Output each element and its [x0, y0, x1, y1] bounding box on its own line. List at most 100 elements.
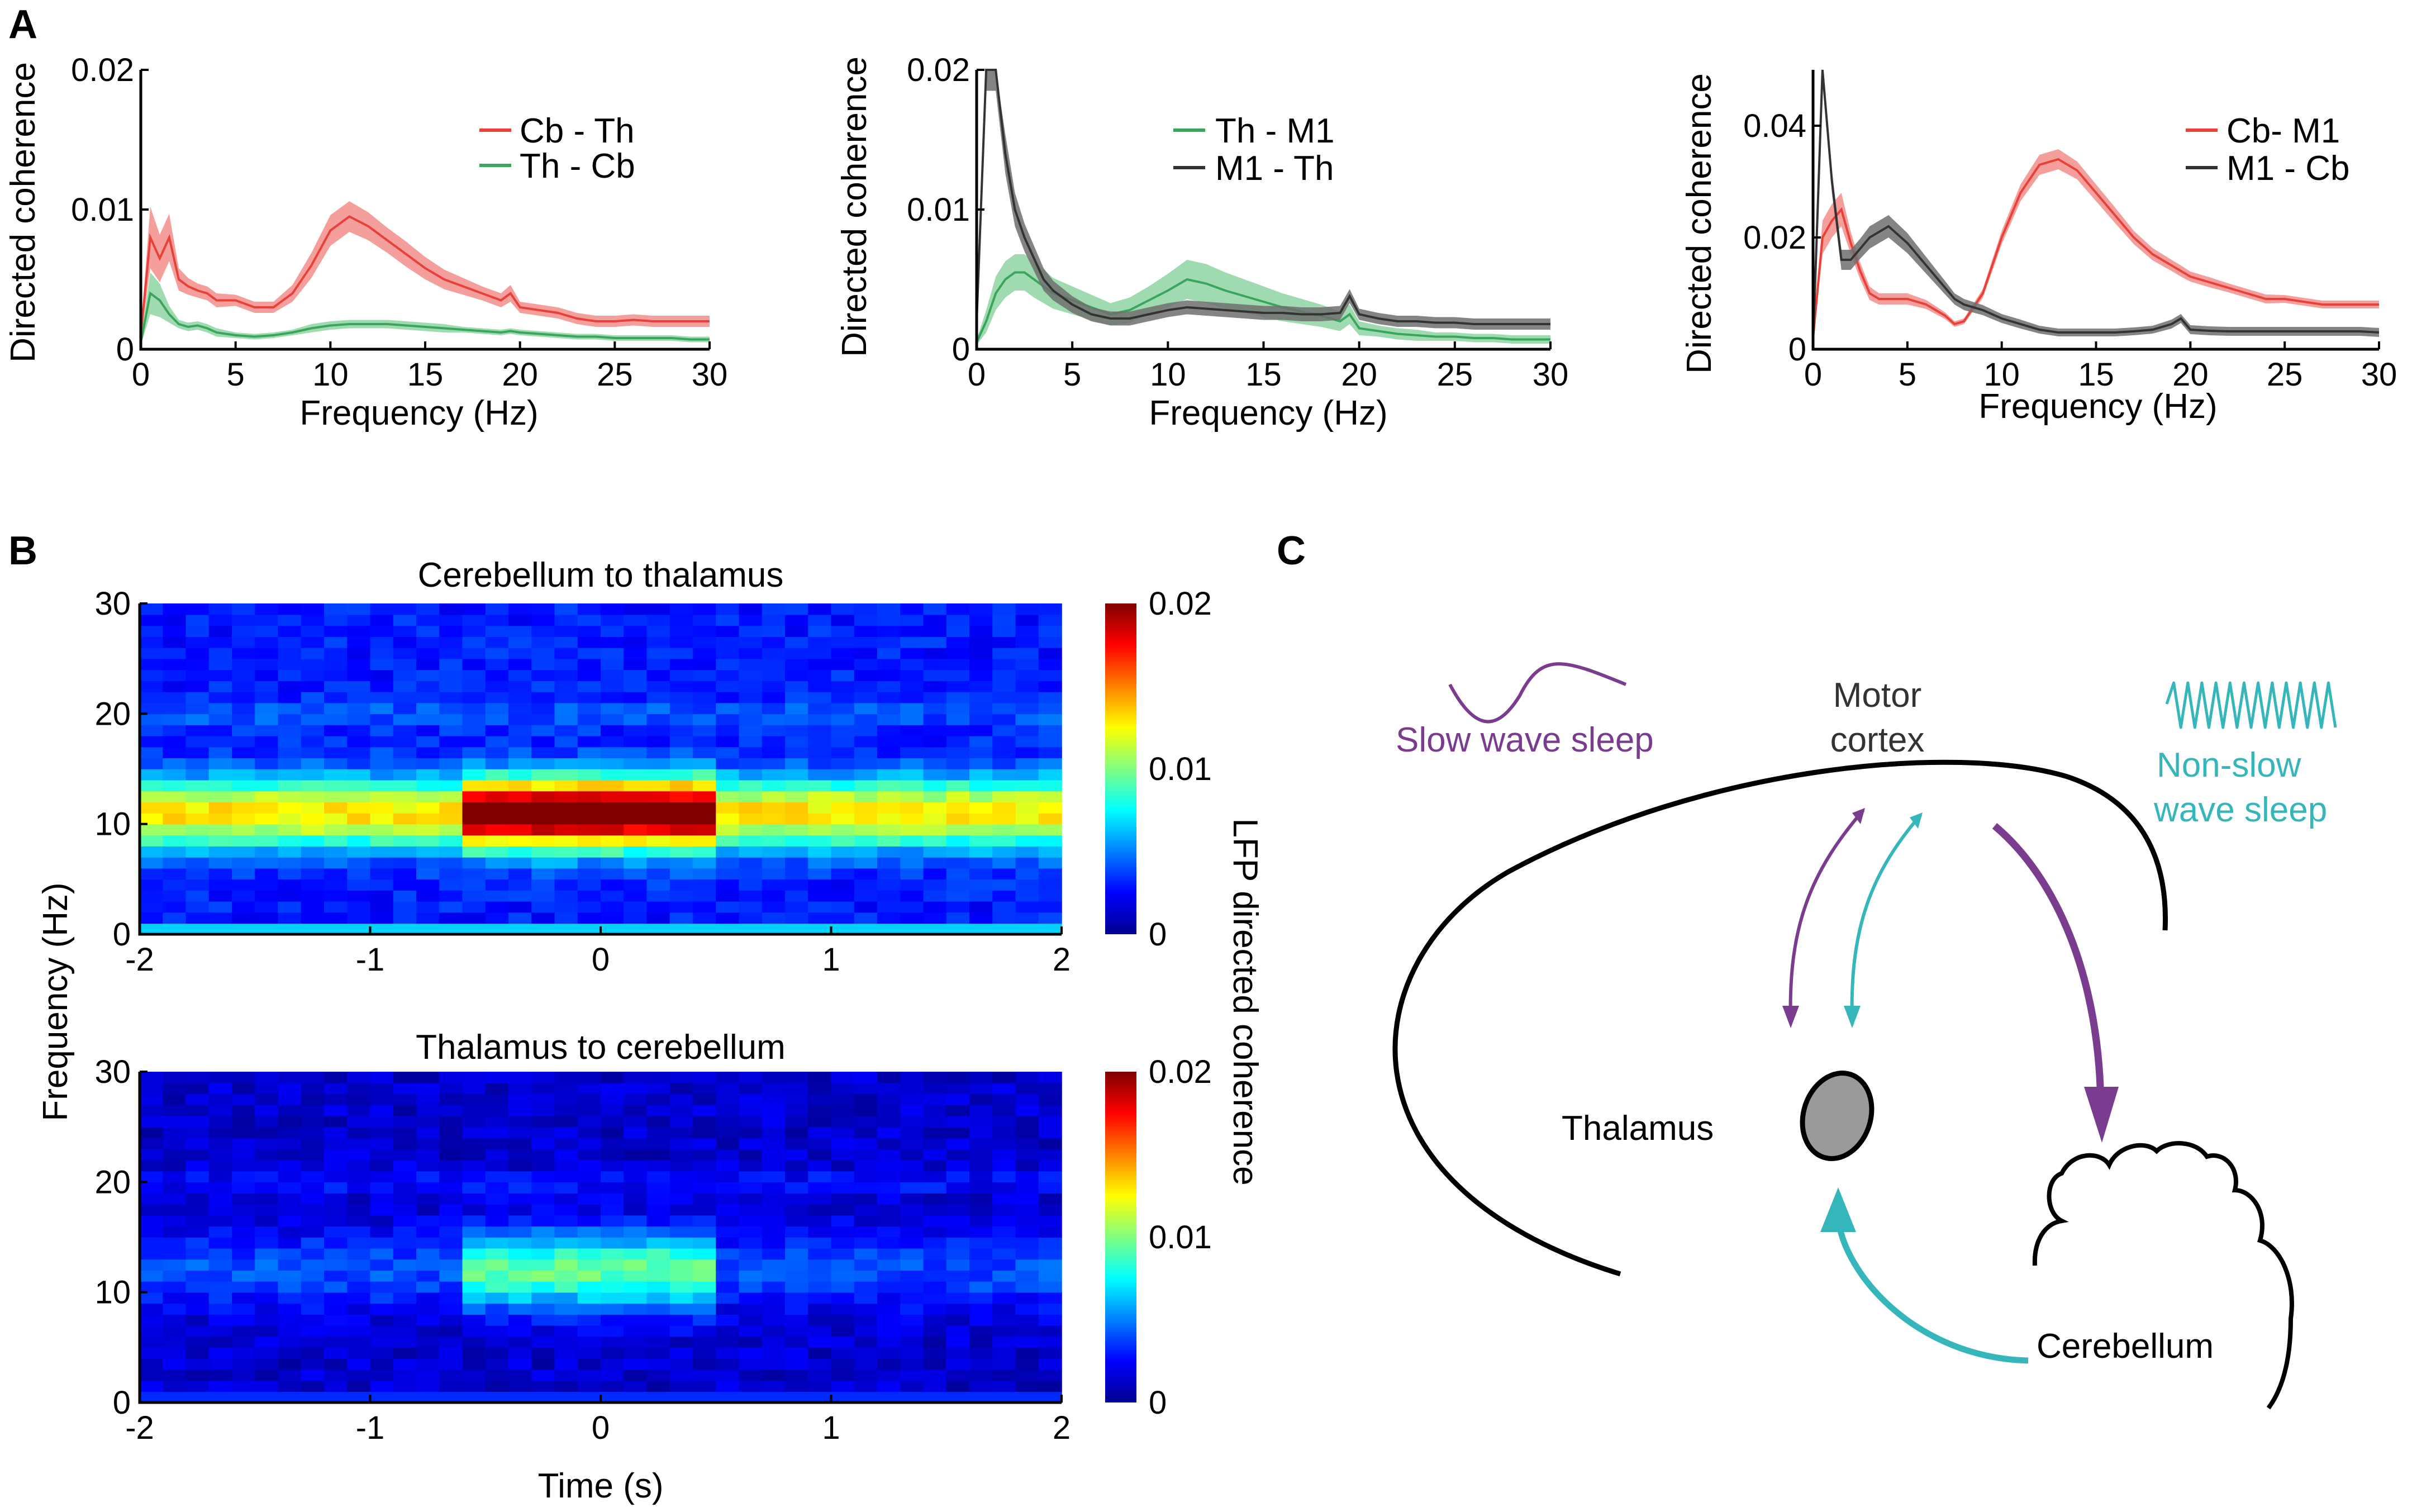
heatmap-cell [393, 1248, 417, 1260]
heatmap-cell [462, 1171, 486, 1183]
heatmap-cell [554, 1093, 578, 1105]
heatmap-cell [923, 669, 947, 681]
heatmap-cell [854, 1380, 878, 1392]
heatmap-cell [1015, 779, 1039, 792]
heatmap-cell [278, 1303, 302, 1315]
heatmap-cell [531, 857, 555, 869]
heatmap-cell [347, 1126, 371, 1139]
heatmap-cell [716, 1347, 740, 1359]
heatmap-cell [140, 835, 164, 847]
heatmap-cell [1038, 1093, 1062, 1105]
heatmap-cell [785, 1115, 809, 1128]
heatmap-cell [969, 879, 993, 891]
heatmap-cell [693, 824, 717, 836]
heatmap-cell [208, 691, 232, 703]
heatmap-cell [693, 1358, 717, 1370]
a1-axes [139, 70, 710, 351]
heatmap-cell [762, 636, 786, 648]
heatmap-cell [739, 890, 763, 902]
heatmap-cell [624, 669, 648, 681]
heatmap-cell [416, 890, 440, 902]
heatmap-cell [1015, 1391, 1039, 1403]
heatmap-cell [601, 1391, 625, 1403]
heatmap-cell [877, 1171, 901, 1183]
heatmap-cell [900, 791, 924, 802]
heatmap-cell [716, 691, 740, 703]
heatmap-cell [762, 647, 786, 659]
heatmap-cell [739, 1115, 763, 1128]
a3-xtick-label: 10 [1983, 356, 2020, 393]
heatmap-cell [462, 1082, 486, 1095]
heatmap-cell [140, 779, 164, 792]
heatmap-cell [324, 1115, 348, 1128]
heatmap-cell [393, 1259, 417, 1271]
heatmap-cell [900, 846, 924, 858]
heatmap-cell [255, 923, 279, 935]
heatmap-cell [831, 769, 855, 781]
heatmap-cell [255, 735, 279, 748]
heatmap-cell [163, 1226, 187, 1238]
heatmap-cell [739, 1314, 763, 1326]
heatmap-cell [140, 1149, 164, 1161]
heatmap-cell [808, 1171, 832, 1183]
heatmap-cell [716, 1336, 740, 1348]
heatmap-cell [416, 603, 440, 615]
heatmap-cell [646, 669, 670, 681]
a3-legend-label-0: Cb- M1 [2227, 112, 2340, 150]
heatmap-cell [992, 1270, 1016, 1282]
heatmap-cell [785, 614, 809, 626]
heatmap-cell [669, 691, 693, 703]
heatmap-cell [739, 1369, 763, 1381]
heatmap-cell [301, 1303, 325, 1315]
heatmap-cell [347, 1347, 371, 1359]
heatmap-cell [808, 1380, 832, 1392]
heatmap-cell [992, 647, 1016, 659]
heatmap-cell [163, 1391, 187, 1403]
heatmap-cell [716, 1259, 740, 1271]
heatmap-cell [347, 1303, 371, 1315]
heatmap-cell [716, 1281, 740, 1293]
heatmap-cell [854, 846, 878, 858]
heatmap-cell [255, 1259, 279, 1271]
heatmap-cell [785, 835, 809, 847]
heatmap-cell [969, 636, 993, 648]
heatmap-cell [140, 1369, 164, 1381]
heatmap-cell [255, 691, 279, 703]
heatmap-cell [624, 835, 648, 847]
heatmap-cell [462, 1248, 486, 1260]
heatmap-cell [946, 868, 970, 880]
heatmap-cell [854, 1215, 878, 1227]
heatmap-cell [808, 868, 832, 880]
heatmap-cell [601, 669, 625, 681]
heatmap-cell [762, 868, 786, 880]
heatmap-cell [831, 1325, 855, 1337]
heatmap-cell [301, 714, 325, 725]
heatmap-cell [554, 614, 578, 626]
heatmap-cell [785, 747, 809, 759]
a3-xtick-label: 15 [2078, 356, 2114, 393]
heatmap-cell [577, 1248, 601, 1260]
heatmap-cell [255, 725, 279, 736]
heatmap-cell [854, 603, 878, 615]
heatmap-cell [278, 1292, 302, 1304]
heatmap-cell [370, 625, 394, 637]
heatmap-cell [485, 1314, 509, 1326]
heatmap-cell [854, 1193, 878, 1205]
heatmap-cell [508, 758, 532, 769]
heatmap-cell [208, 725, 232, 736]
heatmap-cell [140, 603, 164, 615]
heatmap-cell [255, 1126, 279, 1139]
heatmap-cell [831, 802, 855, 814]
heatmap-cell [531, 846, 555, 858]
heatmap-cell [370, 747, 394, 759]
heatmap-cell [577, 747, 601, 759]
heatmap-cell [877, 1072, 901, 1083]
heatmap-cell [646, 1182, 670, 1194]
heatmap-cell [693, 1237, 717, 1249]
heatmap-cell [485, 824, 509, 836]
heatmap-cell [531, 1138, 555, 1149]
heatmap-cell [831, 824, 855, 836]
heatmap-cell [669, 1248, 693, 1260]
heatmap-cell [624, 791, 648, 802]
heatmap-cell [577, 702, 601, 715]
